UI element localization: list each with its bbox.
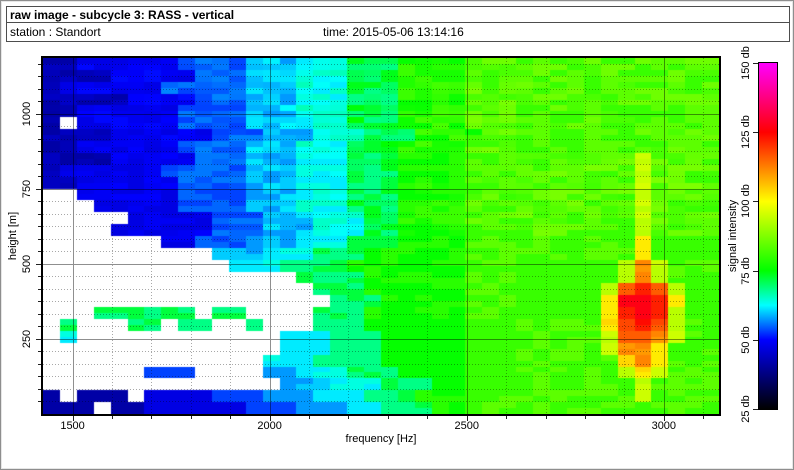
y-tick-label: 1000 [21,101,33,126]
colorbar-tick-label: 100 db [740,184,752,219]
header-right-border [789,6,790,42]
y-tick-label: 250 [21,329,33,349]
header-top-divider [6,6,790,7]
window-title: raw image - subcycle 3: RASS - vertical [10,8,235,22]
x-tick-label: 2000 [257,420,282,432]
x-axis-label: frequency [Hz] [345,433,417,445]
colorbar-tick-label: 125 db [740,115,752,150]
header-title-divider [6,22,790,23]
header-bottom-divider [6,41,790,42]
header-left-border [6,6,7,42]
x-tick-label: 2500 [454,420,479,432]
colorbar-tick-label: 150 db [740,46,752,80]
x-tick-label: 1500 [60,420,85,432]
colorbar-label: signal intensity [727,199,739,273]
station-label: station : Standort [10,25,101,39]
plot-frame [41,56,721,416]
heatmap-canvas [43,58,719,414]
y-tick-label: 500 [21,254,33,273]
x-tick-label: 3000 [651,420,677,432]
colorbar [758,62,778,410]
colorbar-tick-label: 50 db [740,326,752,354]
colorbar-tick-label: 25 db [740,395,752,423]
time-label: time: 2015-05-06 13:14:16 [323,25,464,39]
colorbar-gradient [759,63,777,409]
y-axis-label: height [m] [7,211,19,261]
colorbar-tick-label: 75 db [740,256,752,285]
y-tick-label: 750 [21,179,33,198]
